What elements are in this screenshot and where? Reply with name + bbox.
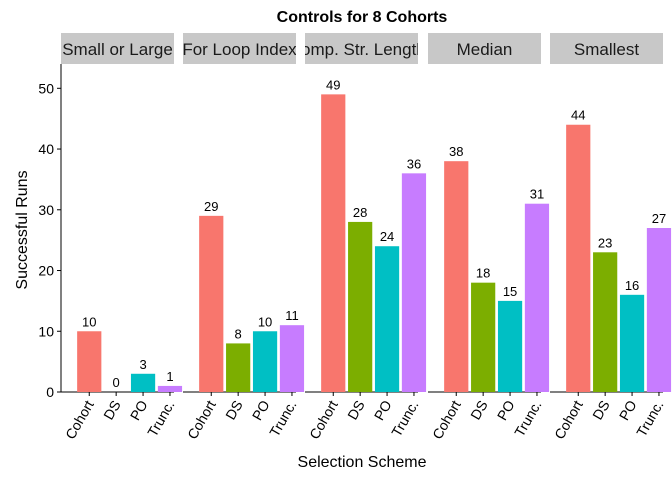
y-axis: 0 10 20 30 40 50 [38, 64, 62, 400]
bar-cohort [566, 124, 591, 393]
y-axis-title: Successful Runs [14, 170, 31, 289]
bar-value-label: 8 [235, 326, 242, 341]
bar-trunc [157, 385, 183, 392]
bar-cohort [321, 94, 346, 393]
bar-po [374, 246, 400, 392]
bar-value-label: 31 [530, 187, 544, 202]
x-tick-label: DS [467, 398, 491, 423]
x-tick-label: PO [494, 397, 518, 423]
bar-ds [471, 282, 496, 392]
bar-value-label: 23 [598, 235, 612, 250]
x-tick-label: DS [589, 398, 613, 423]
bar-value-label: 38 [449, 144, 463, 159]
bar-po [252, 331, 278, 392]
facet-strip [183, 33, 296, 64]
x-tick-label: Cohort [551, 397, 586, 441]
facet-strip-label: Comp. Str. Lengths [289, 40, 435, 59]
x-tick-label: Cohort [306, 397, 341, 441]
x-tick-label: DS [222, 398, 246, 423]
x-tick-label: Trunc. [144, 398, 177, 440]
bar-value-label: 27 [652, 211, 666, 226]
x-tick-label: PO [616, 397, 640, 423]
x-tick-label: PO [371, 397, 395, 423]
facet-panel: For Loop Index 29 Cohort 8 DS 10 PO 11 Trunc. [182, 33, 305, 442]
y-tick-label: 10 [38, 323, 54, 339]
bar-po [130, 373, 156, 392]
bar-value-label: 3 [139, 357, 146, 372]
facet-strip [61, 33, 174, 64]
facet-strip-label: Smallest [574, 40, 639, 59]
bar-cohort [77, 331, 102, 392]
x-tick-label: Trunc. [388, 398, 421, 440]
x-tick-label: Cohort [429, 397, 464, 441]
y-tick-label: 0 [46, 384, 54, 400]
y-tick-label: 50 [38, 80, 54, 96]
bar-po [619, 294, 645, 392]
facet-panel: Small or Large 10 Cohort 0 DS 3 PO 1 Trunc. [61, 33, 183, 442]
bar-value-label: 1 [166, 369, 173, 384]
y-tick-label: 40 [38, 141, 54, 157]
bar-trunc [279, 325, 305, 392]
bar-ds [226, 343, 251, 392]
facet-panel: Comp. Str. Lengths 49 Cohort 28 DS 24 PO 36 Trun… [289, 33, 435, 442]
x-axis-title: Selection Scheme [298, 454, 427, 471]
bar-value-label: 15 [503, 284, 517, 299]
bar-ds [348, 221, 373, 392]
facet-strip-label: Small or Large [62, 40, 173, 59]
bar-trunc [401, 173, 427, 392]
x-tick-label: PO [249, 397, 273, 423]
x-tick-label: DS [100, 398, 124, 423]
bar-value-label: 18 [476, 266, 490, 281]
facet-strip [305, 33, 418, 64]
y-tick-label: 30 [38, 202, 54, 218]
x-tick-label: Cohort [184, 397, 219, 441]
x-tick-label: DS [344, 398, 368, 423]
bar-value-label: 36 [407, 156, 421, 171]
x-tick-label: PO [127, 397, 151, 423]
bar-value-label: 10 [258, 314, 272, 329]
y-tick-label: 20 [38, 263, 54, 279]
bar-value-label: 44 [571, 108, 585, 123]
bar-ds [593, 252, 618, 392]
x-tick-label: Trunc. [633, 398, 666, 440]
x-tick-label: Cohort [62, 397, 97, 441]
bar-value-label: 11 [285, 308, 299, 323]
bar-po [497, 300, 523, 392]
facet-strip-label: For Loop Index [182, 40, 297, 59]
bar-value-label: 29 [204, 199, 218, 214]
bar-value-label: 16 [625, 278, 639, 293]
bar-cohort [199, 215, 224, 392]
bar-value-label: 10 [82, 314, 96, 329]
facet-panel: Smallest 44 Cohort 23 DS 16 PO 27 Trunc. [550, 33, 672, 442]
x-tick-label: Trunc. [266, 398, 299, 440]
bar-trunc [646, 228, 672, 392]
bar-trunc [524, 203, 550, 392]
bar-value-label: 49 [326, 77, 340, 92]
bar-value-label: 28 [353, 205, 367, 220]
bar-value-label: 0 [113, 375, 120, 390]
facet-strip-label: Median [457, 40, 513, 59]
x-tick-label: Trunc. [511, 398, 544, 440]
facet-strip [428, 33, 541, 64]
chart-title: Controls for 8 Cohorts [277, 9, 448, 26]
bar-cohort [444, 161, 469, 392]
facet-strip [550, 33, 663, 64]
facet-panel: Median 38 Cohort 18 DS 15 PO 31 Trunc. [428, 33, 550, 442]
bar-value-label: 24 [380, 229, 394, 244]
